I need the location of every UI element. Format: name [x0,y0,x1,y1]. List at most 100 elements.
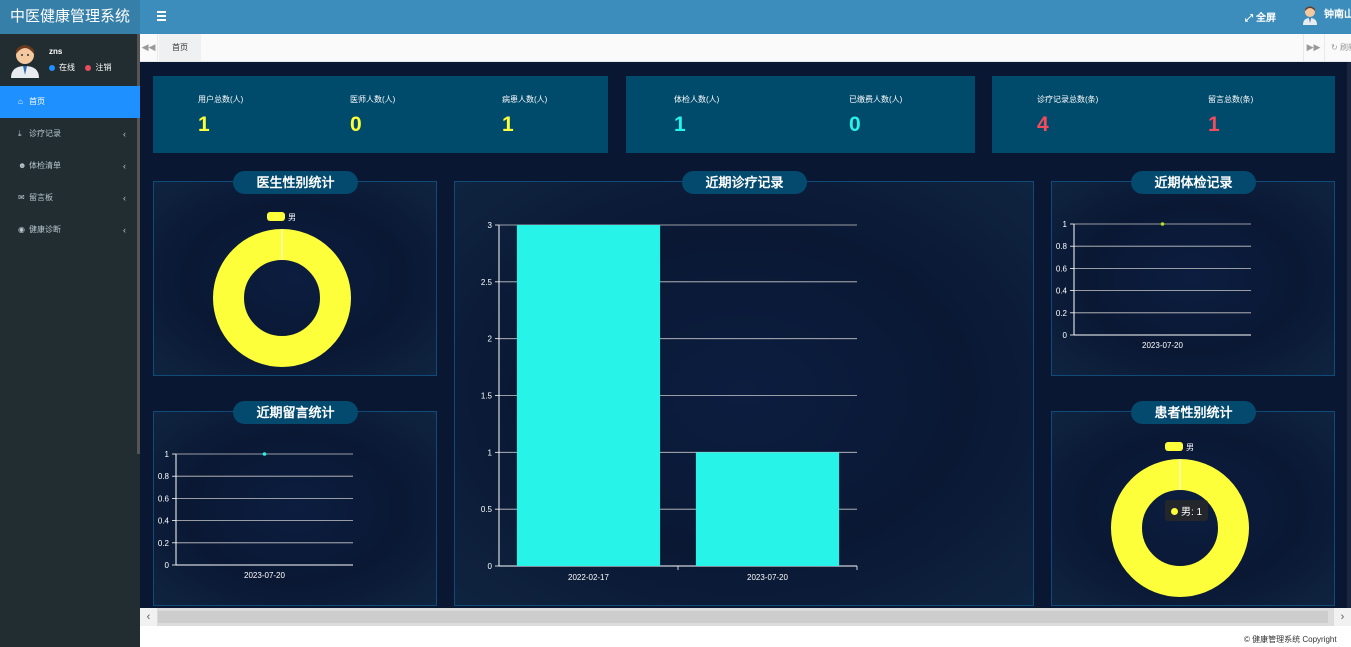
sidebar-item-messages[interactable]: ✉ 留言板 ‹ [0,182,140,214]
data-point [262,452,267,456]
scroll-right-button[interactable]: › [1334,608,1351,626]
logout-label: 注销 [95,63,112,72]
expand-icon: ⤢ [1245,13,1253,24]
sidebar-user-status: 在线 注销 [49,62,111,73]
y-tick-label: 1 [165,450,170,459]
sidebar-item-diagnosis[interactable]: ◉ 健康诊断 ‹ [0,214,140,246]
sidebar-item-label: 诊疗记录 [29,129,61,138]
bar [695,452,840,566]
tooltip-dot-icon [1171,508,1178,515]
stat-patients: 病患人数(人) 1 [502,94,592,137]
chevron-left-icon: ‹ [123,161,126,171]
chart-legend[interactable]: 男 [267,212,296,223]
dashboard: 用户总数(人) 1 医师人数(人) 0 病患人数(人) 1 体检人数(人) 1 … [140,62,1351,608]
sidebar-item-home[interactable]: ⌂ 首页 [0,86,140,118]
sidebar-item-records[interactable]: ⤓ 诊疗记录 ‹ [0,118,140,150]
legend-swatch [1165,442,1183,451]
sidebar-toggle-icon[interactable] [157,9,167,23]
stat-users: 用户总数(人) 1 [198,94,288,137]
avatar [11,45,39,78]
sidebar-item-label: 健康诊断 [29,225,61,234]
tab-scroll-left-button[interactable]: ◀◀ [140,34,158,61]
footer-copyright: © 健康管理系统 Copyright [1244,635,1337,644]
footer: © 健康管理系统 Copyright [140,626,1351,647]
y-tick-label: 0 [488,562,493,571]
x-tick-label: 2023-07-20 [244,571,285,580]
sidebar-scrollbar[interactable] [137,34,140,454]
y-tick-label: 0 [165,561,170,570]
stat-value: 0 [849,113,861,136]
eye-icon: ◉ [18,225,25,234]
users-icon: ☻ [18,161,27,170]
y-tick-label: 0.4 [158,517,170,526]
user-menu[interactable]: 钟南山 [1302,5,1351,25]
stat-box-records: 诊疗记录总数(条) 4 留言总数(条) 1 [992,76,1335,153]
stat-box-people: 用户总数(人) 1 医师人数(人) 0 病患人数(人) 1 [153,76,608,153]
y-tick-label: 0.6 [1056,264,1068,273]
sidebar-item-label: 首页 [29,97,45,106]
tooltip-text: 男: 1 [1181,507,1203,518]
y-tick-label: 0.8 [158,472,170,481]
stat-value: 0 [350,113,362,136]
stat-label: 已缴费人数(人) [849,95,903,104]
x-tick-label: 2023-07-20 [747,573,788,582]
panel-title: 近期体检记录 [1131,171,1256,194]
sidebar-item-checkups[interactable]: ☻ 体检清单 ‹ [0,150,140,182]
stat-label: 留言总数(条) [1208,95,1254,104]
legend-swatch [267,212,285,221]
y-tick-label: 0.2 [1056,309,1068,318]
stat-value: 1 [674,113,686,136]
y-tick-label: 1 [1063,220,1068,229]
sidebar-item-label: 留言板 [29,193,53,202]
online-label: 在线 [59,63,75,72]
stat-label: 用户总数(人) [198,95,244,104]
patient-gender-donut-chart [1111,459,1249,597]
stat-value: 4 [1037,113,1049,136]
fullscreen-label: 全屏 [1256,13,1276,24]
chart-tooltip: 男: 1 [1165,500,1209,521]
sidebar-user-name: zns [49,47,63,56]
page-scrollbar-track [1347,62,1351,608]
y-tick-label: 0.4 [1056,287,1068,296]
chevron-left-icon: ‹ [123,129,126,139]
logout-icon [85,65,92,71]
recent-messages-panel: 近期留言统计 0 0.2 0.4 0.6 0.8 1 2023-07-20 [153,401,437,606]
sidebar-item-label: 体检清单 [29,161,61,170]
refresh-tab-button[interactable]: ↻ 刷新 [1324,34,1351,61]
stat-value: 1 [198,113,210,136]
stat-label: 诊疗记录总数(条) [1037,95,1099,104]
scrollbar-thumb[interactable] [158,611,1328,623]
x-tick-label: 2022-02-17 [568,573,609,582]
logout-button[interactable]: 注销 [85,63,111,72]
y-tick-label: 2.5 [481,278,493,287]
stat-value: 1 [502,113,514,136]
patient-gender-panel: 患者性别统计 男 男: 1 [1051,401,1335,606]
stat-label: 医师人数(人) [350,95,396,104]
tab-home[interactable]: 首页 [159,34,201,61]
panel-title: 医生性别统计 [233,171,358,194]
online-dot-icon [49,65,55,71]
sidebar-user-panel: zns 在线 注销 [0,34,140,86]
y-tick-label: 1 [488,448,493,457]
chart-legend[interactable]: 男 [1165,442,1194,453]
panel-title: 近期留言统计 [233,401,358,424]
recent-checkups-panel: 近期体检记录 0 0.2 0.4 0.6 0.8 1 2023-07-20 [1051,171,1335,376]
fullscreen-button[interactable]: ⤢ 全屏 [1245,9,1276,24]
scroll-left-button[interactable]: ‹ [140,608,157,626]
stat-value: 1 [1208,113,1220,136]
doctor-gender-donut-chart [213,229,351,367]
app-logo-title[interactable]: 中医健康管理系统 [0,0,140,34]
stat-checkups: 体检人数(人) 1 [674,94,764,137]
refresh-label: 刷新 [1339,43,1351,52]
panel-title: 近期诊疗记录 [682,171,807,194]
refresh-icon: ↻ [1331,43,1338,52]
legend-label: 男 [288,213,296,222]
recent-messages-line-chart: 0 0.2 0.4 0.6 0.8 1 2023-07-20 [158,450,353,580]
stat-label: 病患人数(人) [502,95,548,104]
horizontal-scrollbar[interactable]: ‹ › [140,608,1351,626]
tab-scroll-right-button[interactable]: ▶▶ [1303,34,1323,61]
doctor-gender-panel: 医生性别统计 男 [153,171,437,376]
stat-box-checkups: 体检人数(人) 1 已缴费人数(人) 0 [626,76,975,153]
stat-messages: 留言总数(条) 1 [1208,94,1298,137]
